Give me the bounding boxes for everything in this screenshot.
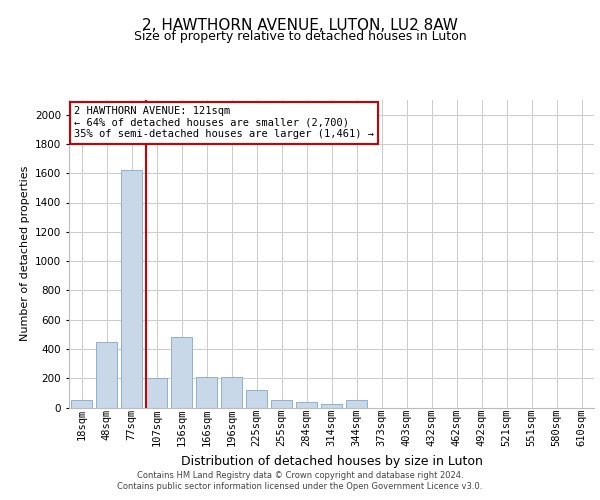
Bar [146, 378, 167, 408]
Bar [346, 400, 367, 407]
Text: Contains public sector information licensed under the Open Government Licence v3: Contains public sector information licen… [118, 482, 482, 491]
Bar [121, 170, 142, 408]
Text: 2, HAWTHORN AVENUE, LUTON, LU2 8AW: 2, HAWTHORN AVENUE, LUTON, LU2 8AW [142, 18, 458, 32]
Bar [71, 400, 92, 407]
Text: Contains HM Land Registry data © Crown copyright and database right 2024.: Contains HM Land Registry data © Crown c… [137, 471, 463, 480]
Text: 2 HAWTHORN AVENUE: 121sqm
← 64% of detached houses are smaller (2,700)
35% of se: 2 HAWTHORN AVENUE: 121sqm ← 64% of detac… [74, 106, 374, 140]
Y-axis label: Number of detached properties: Number of detached properties [20, 166, 29, 342]
Bar [196, 377, 217, 408]
Bar [296, 402, 317, 407]
Bar [246, 390, 267, 407]
Bar [221, 377, 242, 408]
Bar [96, 342, 117, 407]
Bar [321, 404, 342, 407]
Bar [271, 400, 292, 407]
Text: Size of property relative to detached houses in Luton: Size of property relative to detached ho… [134, 30, 466, 43]
Bar [171, 337, 192, 407]
X-axis label: Distribution of detached houses by size in Luton: Distribution of detached houses by size … [181, 454, 482, 468]
